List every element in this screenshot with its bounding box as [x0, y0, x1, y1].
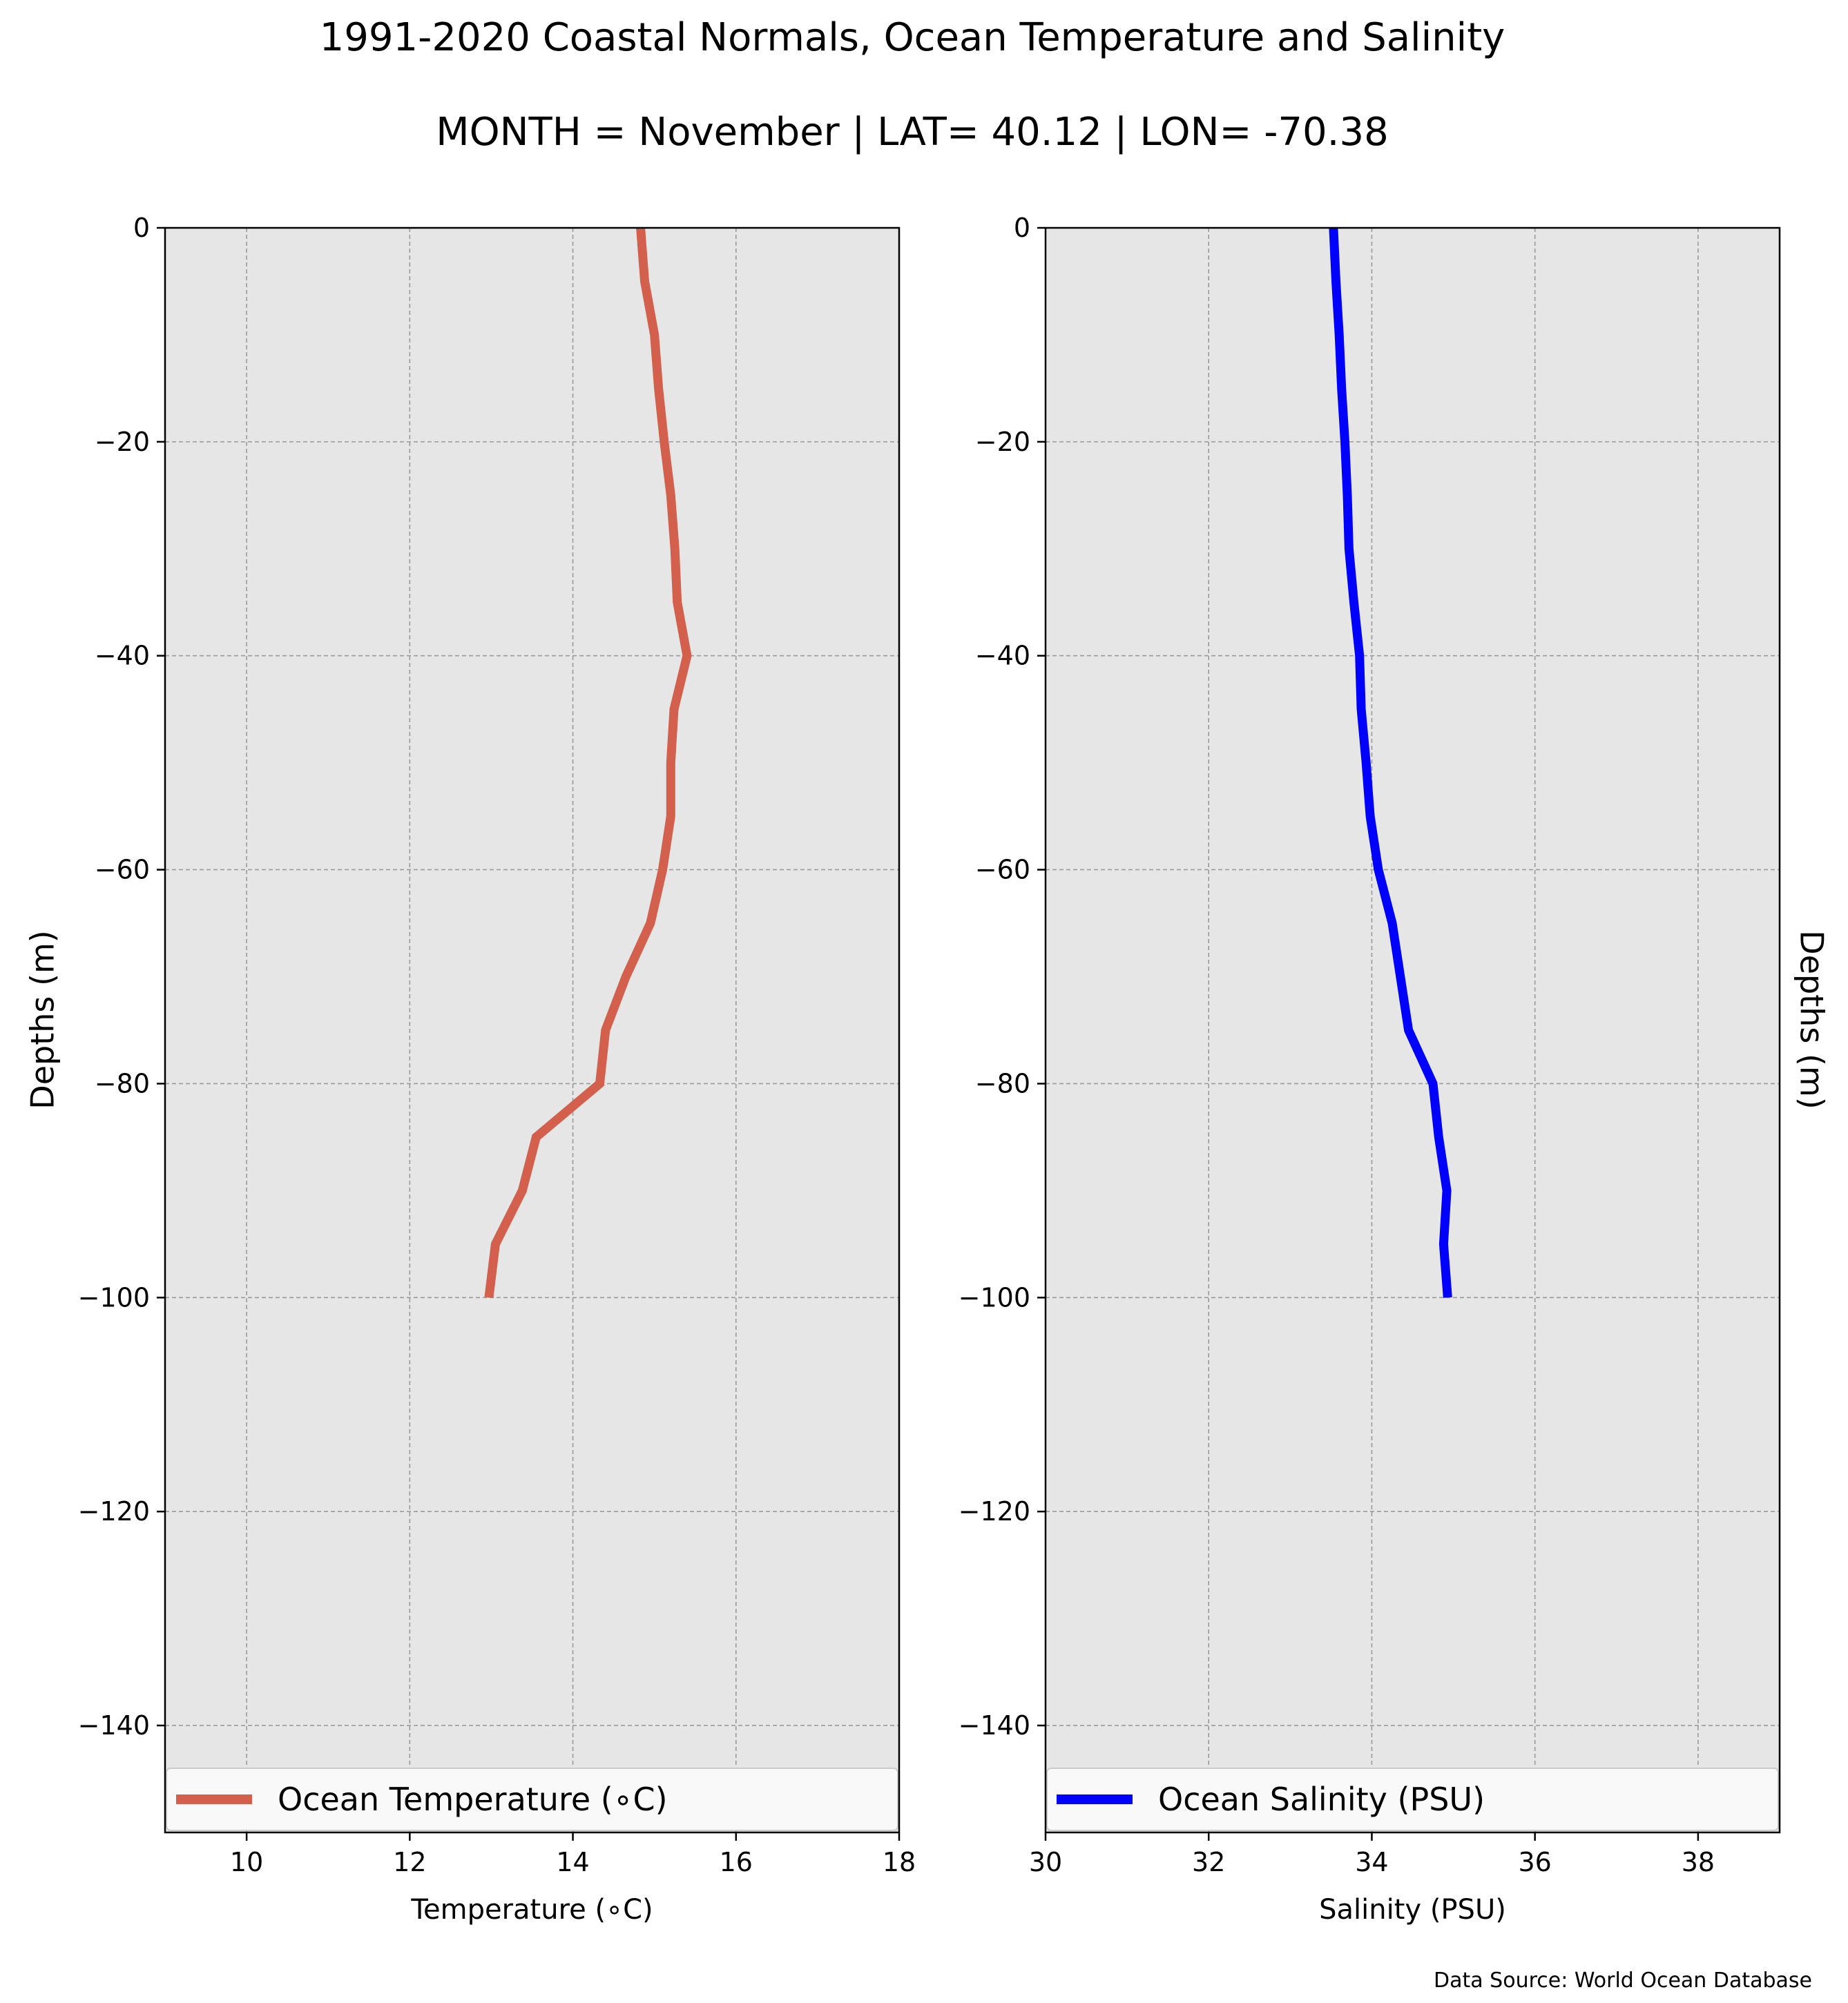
temperature-y-tick-label: 0 [133, 213, 150, 243]
temperature-x-tick-label: 12 [393, 1847, 426, 1877]
temperature-y-tick-label: −120 [78, 1496, 150, 1527]
salinity-y-tick-label: −60 [975, 855, 1030, 885]
temperature-panel: Ocean Temperature (∘C) 0 −20 −40 −60 −80 −100 −… [78, 213, 916, 1926]
salinity-x-tick-label: 38 [1682, 1847, 1715, 1877]
salinity-x-tick-label: 36 [1518, 1847, 1551, 1877]
data-source-note: Data Source: World Ocean Database [1434, 1968, 1812, 1993]
temperature-axes-frame [164, 226, 901, 1834]
temperature-y-tick-label: −100 [78, 1282, 150, 1313]
salinity-y-tick-label: 0 [1014, 213, 1030, 243]
salinity-axes-frame [1044, 226, 1781, 1834]
chart-subtitle: MONTH = November | LAT= 40.12 | LON= -70… [436, 110, 1389, 155]
temperature-y-tick-label: −60 [95, 855, 150, 885]
salinity-y-tick-label: −120 [959, 1496, 1030, 1527]
temperature-x-tick-label: 10 [230, 1847, 263, 1877]
salinity-y-axis-label: Depths (m) [1793, 930, 1831, 1109]
salinity-y-tick-label: −80 [975, 1068, 1030, 1099]
temperature-x-tick-label: 16 [720, 1847, 753, 1877]
temperature-x-axis-label: Temperature (∘C) [410, 1894, 653, 1926]
salinity-y-tick-label: −20 [975, 427, 1030, 457]
temperature-y-tick-label: −40 [95, 641, 150, 671]
temperature-x-tick-label: 18 [883, 1847, 916, 1877]
salinity-legend-label: Ocean Salinity (PSU) [1158, 1781, 1485, 1818]
salinity-y-tick-label: −40 [975, 641, 1030, 671]
temperature-legend [166, 1768, 898, 1831]
salinity-panel: Ocean Salinity (PSU) 0 −20 −40 −60 −80 −100 −12… [959, 213, 1781, 1926]
temperature-legend-label: Ocean Temperature (∘C) [278, 1781, 668, 1818]
chart-title: 1991-2020 Coastal Normals, Ocean Tempera… [320, 15, 1505, 60]
salinity-x-tick-label: 34 [1355, 1847, 1388, 1877]
temperature-y-axis-label: Depths (m) [24, 930, 61, 1109]
temperature-y-tick-label: −140 [78, 1710, 150, 1741]
temperature-y-tick-label: −80 [95, 1068, 150, 1099]
temperature-y-tick-label: −20 [95, 427, 150, 457]
salinity-legend [1046, 1768, 1779, 1831]
temperature-plot-area [165, 228, 899, 1832]
salinity-x-tick-label: 32 [1192, 1847, 1225, 1877]
salinity-y-tick-label: −100 [959, 1282, 1030, 1313]
salinity-x-tick-label: 30 [1029, 1847, 1062, 1877]
salinity-y-tick-label: −140 [959, 1710, 1030, 1741]
salinity-x-axis-label: Salinity (PSU) [1319, 1894, 1506, 1926]
temperature-x-tick-label: 14 [556, 1847, 589, 1877]
